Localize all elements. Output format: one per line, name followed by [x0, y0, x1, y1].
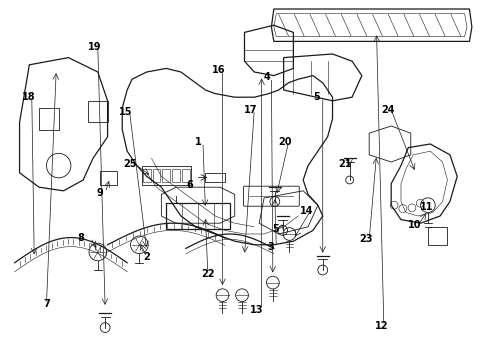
Text: 4: 4 — [263, 72, 269, 82]
Text: 22: 22 — [201, 269, 214, 279]
Bar — [142, 169, 150, 182]
Bar — [205, 173, 224, 182]
Text: 3: 3 — [266, 242, 273, 252]
Text: 2: 2 — [143, 252, 150, 262]
Text: 25: 25 — [122, 159, 136, 169]
Bar — [162, 169, 170, 182]
Text: 20: 20 — [278, 137, 291, 147]
Bar — [142, 166, 190, 185]
Text: 5: 5 — [313, 92, 320, 102]
Text: 10: 10 — [407, 220, 421, 230]
Text: 6: 6 — [186, 180, 193, 190]
Bar — [182, 169, 189, 182]
Bar — [39, 108, 59, 130]
Text: 14: 14 — [300, 206, 313, 216]
Text: 23: 23 — [358, 234, 372, 244]
Bar — [100, 171, 117, 185]
Text: 24: 24 — [380, 105, 394, 115]
Bar — [172, 169, 180, 182]
Text: 11: 11 — [419, 202, 432, 212]
Text: 1: 1 — [194, 137, 201, 147]
Text: 9: 9 — [97, 188, 103, 198]
Text: 16: 16 — [212, 65, 225, 75]
Bar — [427, 227, 447, 245]
Text: 17: 17 — [244, 105, 257, 115]
Text: 18: 18 — [21, 92, 35, 102]
Text: 13: 13 — [249, 305, 263, 315]
Text: 8: 8 — [77, 233, 84, 243]
Text: 7: 7 — [43, 299, 50, 309]
Bar — [166, 203, 229, 229]
Bar — [152, 169, 160, 182]
Text: 12: 12 — [374, 321, 387, 331]
Text: 15: 15 — [119, 107, 133, 117]
Text: 19: 19 — [87, 42, 101, 52]
Text: 21: 21 — [337, 159, 351, 169]
Text: 5: 5 — [271, 224, 278, 234]
